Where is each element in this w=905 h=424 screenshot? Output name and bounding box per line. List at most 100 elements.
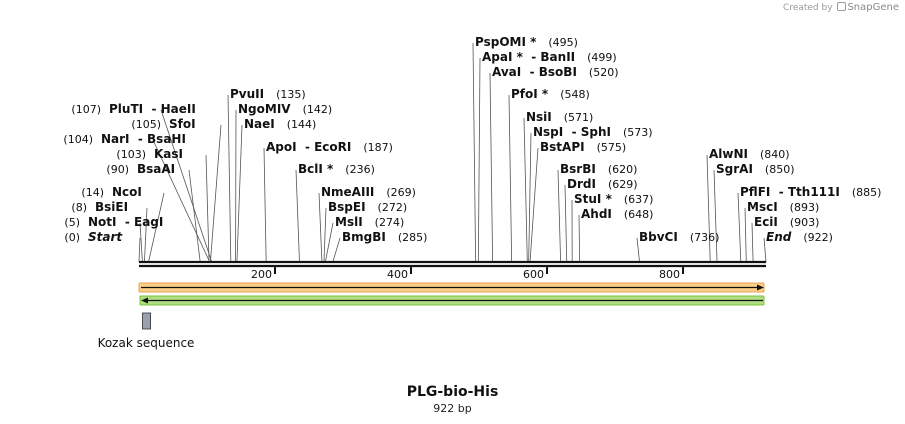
site-alwni-label[interactable]: AlwNI: [709, 147, 748, 161]
site-bmgbi-label[interactable]: BmgBI: [342, 230, 386, 244]
site-pspomi-label[interactable]: PspOMI *: [475, 35, 537, 49]
site-pluti-haeii-position: (107): [71, 103, 101, 116]
site-msci-label[interactable]: MscI: [747, 200, 778, 214]
site-nspi-sphi-position: (573): [623, 126, 653, 139]
site-sgrai-position: (850): [765, 163, 795, 176]
orange-feature-arrow[interactable]: [138, 282, 765, 293]
site-end-connector: [763, 237, 767, 263]
site-pspomi-connector: [472, 42, 477, 263]
site-bsaai-label[interactable]: BsaAI: [137, 162, 175, 176]
site-apai-banii-connector: [477, 57, 481, 263]
snapgene-logo-icon: [837, 2, 847, 11]
backbone: [139, 260, 766, 268]
orange-feature-arrowhead: [757, 284, 764, 291]
site-avai-bsobi-connector: [489, 72, 494, 263]
site-pflfi-tth111i-connector: [737, 192, 742, 263]
site-bstapi-position: (575): [597, 141, 627, 154]
site-nari-bsahi-label[interactable]: NarI - BsaHI: [101, 132, 186, 146]
site-nmeaiii-connector: [318, 192, 323, 263]
site-nari-bsahi-position: (104): [63, 133, 93, 146]
site-bbvci-connector: [636, 237, 640, 263]
site-bstapi-label[interactable]: BstAPI: [540, 140, 585, 154]
site-ncoi-position: (14): [81, 186, 104, 199]
site-pflfi-tth111i-position: (885): [852, 186, 882, 199]
site-ahdi-position: (648): [624, 208, 654, 221]
site-pvuii-connector: [227, 94, 232, 263]
site-pfoi-label[interactable]: PfoI *: [511, 87, 549, 101]
site-start-label[interactable]: Start: [88, 230, 123, 244]
site-start-connector: [138, 237, 141, 263]
site-nmeaiii-label[interactable]: NmeAIII: [321, 185, 374, 199]
site-stui-label[interactable]: StuI *: [574, 192, 613, 206]
site-bcli-connector: [295, 169, 300, 263]
credit-brand: SnapGene: [847, 2, 899, 13]
ruler-tick-label-800: 800: [659, 268, 680, 281]
site-noti-eagi-connector: [139, 222, 143, 263]
ruler: 200 400 600 800: [251, 267, 685, 281]
site-sfoi-connector: [210, 124, 222, 263]
site-msli-label[interactable]: MslI: [335, 215, 363, 229]
site-drdi-label[interactable]: DrdI: [567, 177, 596, 191]
green-feature-arrow[interactable]: [139, 295, 765, 306]
site-msli-connector: [324, 222, 334, 263]
site-msci-position: (893): [790, 201, 820, 214]
site-bsaai-position: (90): [106, 163, 129, 176]
site-bbvci-label[interactable]: BbvCI: [639, 230, 678, 244]
site-sfoi-label[interactable]: SfoI: [169, 117, 196, 131]
credit-text: Created by: [783, 3, 833, 13]
site-end-label[interactable]: End: [766, 230, 792, 244]
site-drdi-position: (629): [608, 178, 638, 191]
site-pvuii-position: (135): [276, 88, 306, 101]
site-bcli-position: (236): [345, 163, 375, 176]
kozak-feature-box[interactable]: [142, 312, 152, 330]
site-kasi-position: (103): [116, 148, 146, 161]
site-avai-bsobi-label[interactable]: AvaI - BsoBI: [492, 65, 577, 79]
site-noti-eagi-position: (5): [64, 216, 80, 229]
site-ahdi-connector: [578, 214, 581, 263]
site-bmgbi-connector: [332, 237, 341, 263]
site-ncoi-connector: [148, 192, 165, 263]
site-bsrbi-label[interactable]: BsrBI: [560, 162, 596, 176]
site-kasi-label[interactable]: KasI: [154, 147, 183, 161]
site-pflfi-tth111i-label[interactable]: PflFI - Tth111I: [740, 185, 840, 199]
map-title: PLG-bio-His: [406, 384, 499, 400]
site-ahdi-label[interactable]: AhdI: [581, 207, 612, 221]
site-bspei-label[interactable]: BspEI: [328, 200, 366, 214]
site-noti-eagi-label[interactable]: NotI - EagI: [88, 215, 163, 229]
site-end-position: (922): [803, 231, 833, 244]
site-bsrbi-connector: [557, 169, 562, 263]
site-apai-banii-position: (499): [587, 51, 617, 64]
site-drdi-connector: [564, 184, 568, 263]
site-avai-bsobi-position: (520): [589, 66, 619, 79]
site-pvuii-label[interactable]: PvuII: [230, 87, 264, 101]
site-msci-connector: [744, 207, 747, 263]
site-nspi-sphi-label[interactable]: NspI - SphI: [533, 125, 611, 139]
site-msli-position: (274): [375, 216, 405, 229]
site-apoi-ecori-label[interactable]: ApoI - EcoRI: [266, 140, 351, 154]
site-ecii-label[interactable]: EciI: [754, 215, 778, 229]
site-apoi-ecori-position: (187): [363, 141, 393, 154]
site-ncoi-label[interactable]: NcoI: [112, 185, 142, 199]
site-nspi-sphi-connector: [528, 132, 532, 263]
site-naei-label[interactable]: NaeI: [244, 117, 275, 131]
site-sgrai-label[interactable]: SgrAI: [716, 162, 753, 176]
site-bspei-position: (272): [378, 201, 408, 214]
site-bsiei-label[interactable]: BsiEI: [95, 200, 128, 214]
site-sfoi-position: (105): [131, 118, 161, 131]
site-naei-position: (144): [287, 118, 317, 131]
site-bstapi-connector: [529, 147, 539, 263]
ruler-tick-label-600: 600: [523, 268, 544, 281]
site-nsii-label[interactable]: NsiI: [526, 110, 552, 124]
map-length: 922 bp: [433, 402, 472, 415]
site-ngomiv-label[interactable]: NgoMIV: [238, 102, 291, 116]
site-start-position: (0): [64, 231, 80, 244]
site-apai-banii-label[interactable]: ApaI * - BanII: [482, 50, 575, 64]
site-pluti-haeii-label[interactable]: PluTI - HaeII: [109, 102, 196, 116]
site-ngomiv-position: (142): [303, 103, 333, 116]
site-sgrai-connector: [713, 169, 718, 263]
site-bsrbi-position: (620): [608, 163, 638, 176]
site-bcli-label[interactable]: BclI *: [298, 162, 334, 176]
site-pfoi-connector: [508, 94, 513, 263]
site-nsii-connector: [523, 117, 528, 263]
